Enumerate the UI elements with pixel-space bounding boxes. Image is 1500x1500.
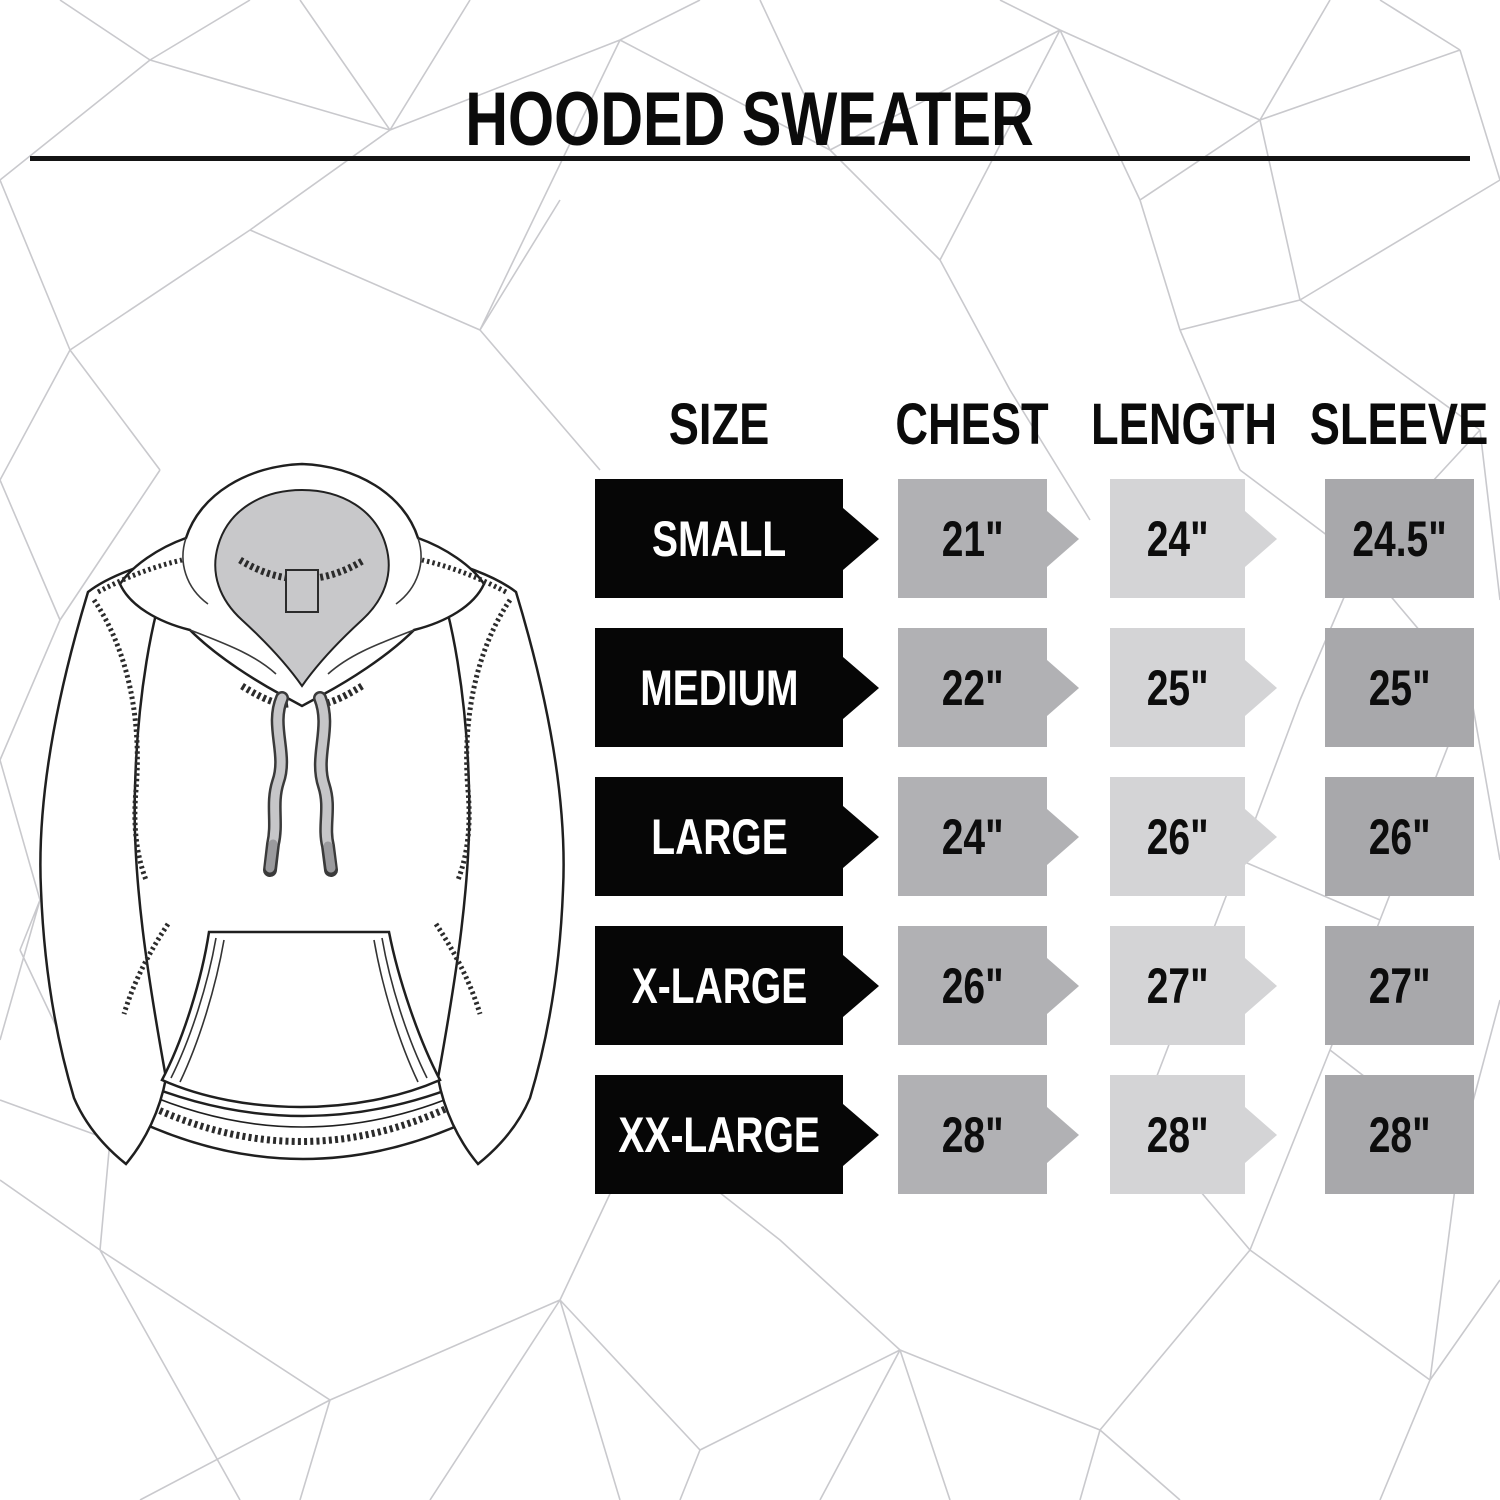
chest-cell: 28" xyxy=(898,1075,1079,1194)
chest-cell: 22" xyxy=(898,628,1079,747)
sleeve-cell: 27" xyxy=(1325,926,1474,1045)
column-header-chest: CHEST xyxy=(895,392,1049,457)
page-title: HOODED SWEATER xyxy=(0,80,1500,160)
arrow-right-icon xyxy=(1047,808,1079,865)
row-x-large: X-LARGE 26" 27" 27" xyxy=(0,926,1500,1045)
chest-cell: 24" xyxy=(898,777,1079,896)
column-header-size: SIZE xyxy=(668,392,770,457)
hoodie-pocket xyxy=(160,930,442,1109)
row-large: LARGE 24" 26" 26" xyxy=(0,777,1500,896)
sleeve-cell: 25" xyxy=(1325,628,1474,747)
arrow-right-icon xyxy=(1047,659,1079,716)
arrow-right-icon xyxy=(1047,510,1079,567)
arrow-right-icon xyxy=(843,507,879,570)
size-cell: X-LARGE xyxy=(595,926,879,1045)
length-cell: 26" xyxy=(1110,777,1277,896)
arrow-right-icon xyxy=(1245,957,1277,1014)
length-cell: 28" xyxy=(1110,1075,1277,1194)
size-cell: MEDIUM xyxy=(595,628,879,747)
column-header-sleeve: SLEEVE xyxy=(1309,392,1489,457)
row-small: SMALL 21" 24" 24.5" xyxy=(0,479,1500,598)
size-cell: LARGE xyxy=(595,777,879,896)
hoodie-right-sleeve xyxy=(425,554,565,1166)
arrow-right-icon xyxy=(1245,1106,1277,1163)
arrow-right-icon xyxy=(843,954,879,1017)
drawstrings xyxy=(263,691,338,877)
row-xx-large: XX-LARGE 28" 28" 28" xyxy=(0,1075,1500,1194)
size-cell: SMALL xyxy=(595,479,879,598)
title-divider xyxy=(30,156,1470,161)
sleeve-cell: 26" xyxy=(1325,777,1474,896)
row-medium: MEDIUM 22" 25" 25" xyxy=(0,628,1500,747)
length-cell: 27" xyxy=(1110,926,1277,1045)
length-cell: 24" xyxy=(1110,479,1277,598)
length-cell: 25" xyxy=(1110,628,1277,747)
chest-cell: 26" xyxy=(898,926,1079,1045)
hoodie-left-sleeve xyxy=(39,554,179,1166)
chest-cell: 21" xyxy=(898,479,1079,598)
arrow-right-icon xyxy=(843,656,879,719)
arrow-right-icon xyxy=(843,1103,879,1166)
column-header-length: LENGTH xyxy=(1091,392,1277,457)
page-title-text: HOODED SWEATER xyxy=(465,77,1035,162)
hoodie-illustration xyxy=(39,462,565,1166)
arrow-right-icon xyxy=(1047,957,1079,1014)
sleeve-cell: 24.5" xyxy=(1325,479,1474,598)
arrow-right-icon xyxy=(1245,510,1277,567)
arrow-right-icon xyxy=(843,805,879,868)
arrow-right-icon xyxy=(1245,808,1277,865)
sleeve-cell: 28" xyxy=(1325,1075,1474,1194)
size-cell: XX-LARGE xyxy=(595,1075,879,1194)
hood-tag xyxy=(285,569,319,613)
arrow-right-icon xyxy=(1245,659,1277,716)
arrow-right-icon xyxy=(1047,1106,1079,1163)
